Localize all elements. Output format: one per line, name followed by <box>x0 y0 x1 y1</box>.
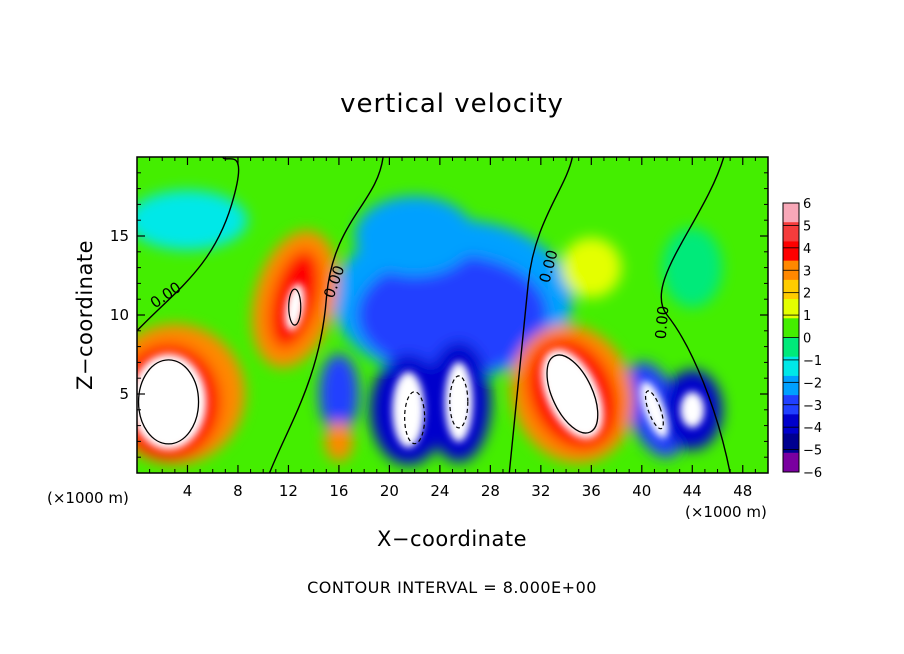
colorbar-tick-label: 5 <box>803 219 811 234</box>
x-tick-label: 4 <box>183 482 193 500</box>
velocity-field <box>137 190 723 465</box>
colorbar-tick-label: −3 <box>803 399 822 414</box>
zero-contour-4 <box>660 157 731 473</box>
y-tick-label: 10 <box>110 306 129 324</box>
x-axis-ticks: 4 8 12 16 20 24 28 32 36 40 44 48 <box>149 157 756 500</box>
updraft-core-right <box>541 349 604 439</box>
x-tick-label: 12 <box>279 482 298 500</box>
x-axis-label: X−coordinate <box>377 527 527 551</box>
colorbar-tick-label: −2 <box>803 376 822 391</box>
contour-interval-note: CONTOUR INTERVAL = 8.000E+00 <box>307 578 597 597</box>
colorbar-tick-label: −5 <box>803 444 822 459</box>
colorbar-tick-label: −4 <box>803 421 822 436</box>
y-axis-ticks: 5 10 15 <box>110 172 768 458</box>
x-tick-label: 48 <box>733 482 752 500</box>
colorbar-swatch <box>783 414 799 435</box>
colorbar-tick-label: −1 <box>803 354 822 369</box>
zero-contour-2 <box>268 157 384 473</box>
x-tick-label: 32 <box>531 482 550 500</box>
contour-updraft-right <box>546 354 599 434</box>
colorbar-tick-label: 3 <box>803 264 811 279</box>
updraft-small <box>324 421 353 462</box>
x-tick-label: 28 <box>481 482 500 500</box>
colorbar-swatch <box>783 222 799 242</box>
zero-contour-1 <box>137 157 240 332</box>
x-tick-label: 40 <box>632 482 651 500</box>
colorbar-swatch <box>783 375 799 396</box>
contour-downdraft-1 <box>404 391 426 445</box>
downdraft-core-white-4 <box>680 391 705 428</box>
downdraft-core-white-2 <box>444 361 473 442</box>
x-unit-label-left: (×1000 m) <box>47 489 129 507</box>
x-tick-label: 36 <box>582 482 601 500</box>
colorbar-tick-label: −6 <box>803 466 822 481</box>
chart-title: vertical velocity <box>340 89 564 119</box>
colorbar-tick-label: 6 <box>803 197 811 212</box>
downdraft-core-white-1 <box>392 371 425 448</box>
contour-updraft-upper <box>288 288 302 326</box>
updraft-core-left <box>137 353 207 450</box>
contour-downdraft-3 <box>644 390 664 430</box>
colorbar-swatch <box>783 337 799 358</box>
field-layer-smooth <box>137 190 723 465</box>
colorbar: 6 5 4 3 2 1 0 −1 −2 −3 −4 −5 −6 <box>782 197 822 481</box>
colorbar-swatch <box>783 318 799 338</box>
y-axis-label: Z−coordinate <box>73 240 97 390</box>
y-tick-label: 5 <box>119 385 129 403</box>
downdraft-core-3 <box>318 354 359 434</box>
x-unit-label-right: (×1000 m) <box>685 503 767 521</box>
weak-downdraft-right <box>662 227 723 308</box>
colorbar-swatch <box>783 299 799 319</box>
contour-downdraft-2 <box>449 375 469 429</box>
downdraft-region-top <box>354 196 475 276</box>
plot-area: 0.00 0.00 0.000.00 <box>137 157 768 473</box>
updraft-weak-upper <box>561 237 622 298</box>
x-tick-label: 8 <box>233 482 243 500</box>
colorbar-tick-label: 0 <box>803 332 811 347</box>
x-tick-label: 24 <box>430 482 449 500</box>
downdraft-core-white-3 <box>640 381 669 439</box>
x-tick-label: 20 <box>380 482 399 500</box>
y-tick-label: 15 <box>110 227 129 245</box>
colorbar-tick-label: 1 <box>803 309 811 324</box>
colorbar-swatch <box>783 356 799 377</box>
zero-contour-3 <box>508 157 574 473</box>
downdraft-region-core <box>357 255 548 375</box>
colorbar-swatch <box>783 452 799 473</box>
colorbar-swatch <box>783 241 799 262</box>
contour-label: 0.00 <box>652 305 673 340</box>
colorbar-tick-label: 4 <box>803 242 811 257</box>
x-tick-label: 44 <box>683 482 702 500</box>
field-layer-cores <box>137 283 705 450</box>
weak-downdraft-left <box>137 190 248 251</box>
x-tick-label: 16 <box>329 482 348 500</box>
zero-contours: 0.00 0.00 0.000.00 <box>137 157 731 473</box>
contour-updraft-left <box>137 359 200 445</box>
colorbar-swatch <box>783 203 799 223</box>
colorbar-swatch <box>783 433 799 454</box>
colorbar-swatch <box>783 279 799 300</box>
colorbar-tick-label: 2 <box>803 287 811 302</box>
